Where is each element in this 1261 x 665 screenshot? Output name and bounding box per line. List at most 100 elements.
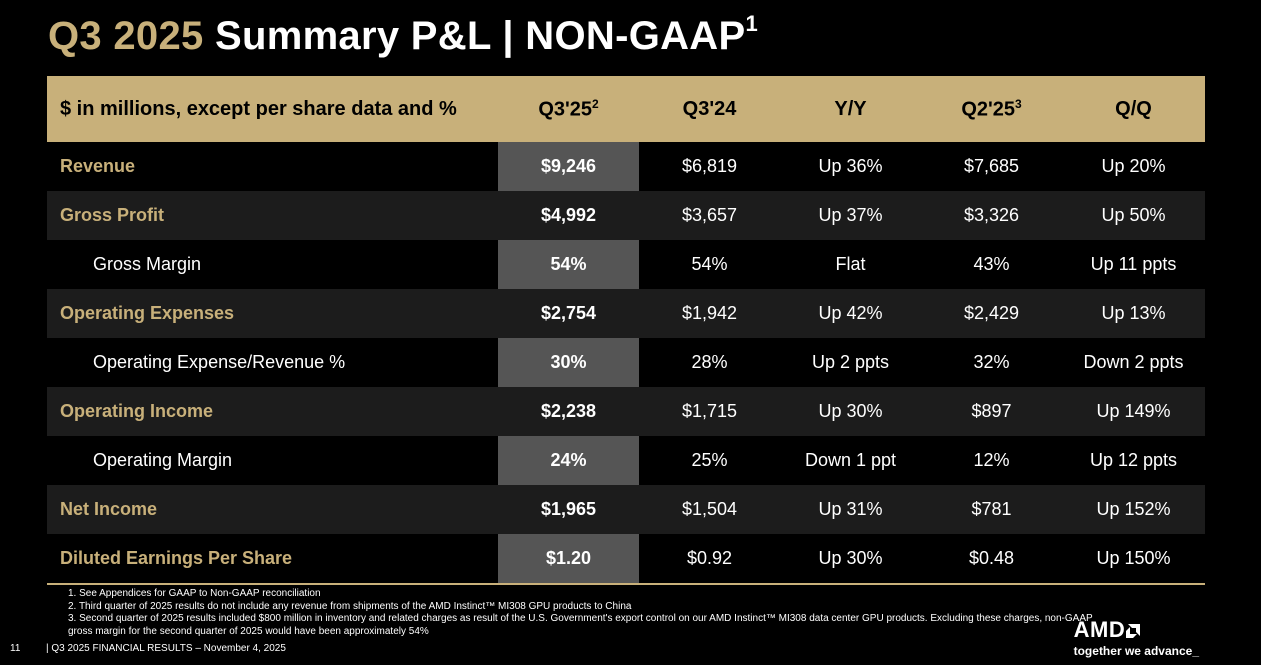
table-row: Revenue $9,246 $6,819 Up 36% $7,685 Up 20% bbox=[47, 142, 1205, 191]
cell-yy: Up 30% bbox=[818, 401, 883, 421]
footer-text: | Q3 2025 FINANCIAL RESULTS – November 4… bbox=[46, 643, 286, 654]
footnote-2: 2. Third quarter of 2025 results do not … bbox=[68, 600, 632, 612]
table-row: Diluted Earnings Per Share $1.20 $0.92 Up 3… bbox=[47, 534, 1205, 583]
cell-q324: $0.92 bbox=[686, 548, 733, 568]
cell-q225: 12% bbox=[973, 450, 1010, 470]
cell-yy: Down 1 ppt bbox=[804, 450, 897, 470]
table-row: Operating Expense/Revenue % 30% 28% Up 2 pp… bbox=[47, 338, 1205, 387]
table-row: Operating Margin 24% 25% Down 1 ppt 12% Up 12… bbox=[47, 436, 1205, 485]
cell-q324: 54% bbox=[691, 254, 728, 274]
cell-q225: $2,429 bbox=[963, 303, 1020, 323]
cell-q225: $7,685 bbox=[963, 156, 1020, 176]
cell-qq: Up 11 ppts bbox=[1090, 254, 1177, 274]
header-yy: Y/Y bbox=[834, 97, 867, 120]
title-rest: Summary P&L | NON-GAAP bbox=[214, 14, 746, 58]
footnote-1: 1. See Appendices for GAAP to Non-GAAP r… bbox=[68, 588, 321, 599]
header-label: $ in millions, except per share data and… bbox=[60, 97, 457, 120]
cell-q225: 43% bbox=[973, 254, 1010, 274]
amd-brand: AMD together we advance_ bbox=[1074, 617, 1199, 658]
cell-q225: $897 bbox=[971, 401, 1012, 421]
cell-yy: Up 37% bbox=[818, 205, 883, 225]
row-label-text: Operating Expense/Revenue % bbox=[93, 352, 346, 372]
row-label-text: Revenue bbox=[60, 156, 136, 176]
cell-q324: $3,657 bbox=[681, 205, 738, 225]
row-label: Operating Expense/Revenue % bbox=[47, 352, 498, 373]
header-q325-text: Q3'25 bbox=[538, 98, 592, 121]
cell-q325: $1.20 bbox=[545, 548, 592, 568]
cell-q325: $1,965 bbox=[540, 499, 597, 519]
cell-yy: Up 31% bbox=[818, 499, 883, 519]
cell-q325: $9,246 bbox=[540, 156, 597, 176]
cell-yy: Flat bbox=[835, 254, 866, 274]
row-label: Gross Profit bbox=[47, 205, 498, 226]
table-row: Operating Income $2,238 $1,715 Up 30% $897 Up… bbox=[47, 387, 1205, 436]
title-footnote-marker: 1 bbox=[745, 10, 759, 36]
cell-q324: $1,715 bbox=[681, 401, 738, 421]
cell-q325: 54% bbox=[550, 254, 587, 274]
amd-arrow-icon bbox=[1126, 624, 1141, 638]
cell-yy: Up 2 ppts bbox=[811, 352, 890, 372]
cell-q324: $1,504 bbox=[681, 499, 738, 519]
footnote-3: 3. Second quarter of 2025 results includ… bbox=[68, 613, 1093, 637]
cell-q324: $1,942 bbox=[681, 303, 738, 323]
header-q225: Q2'253 bbox=[921, 97, 1062, 122]
table-row: Gross Margin 54% 54% Flat 43% Up 11 ppts bbox=[47, 240, 1205, 289]
cell-q325: $2,754 bbox=[540, 303, 597, 323]
row-label: Diluted Earnings Per Share bbox=[47, 548, 498, 569]
row-label: Operating Margin bbox=[47, 450, 498, 471]
cell-q225: $3,326 bbox=[963, 205, 1020, 225]
cell-q324: $6,819 bbox=[681, 156, 738, 176]
table-body: Revenue $9,246 $6,819 Up 36% $7,685 Up 20% Gro… bbox=[47, 142, 1205, 583]
row-label: Operating Expenses bbox=[47, 303, 498, 324]
table-row: Gross Profit $4,992 $3,657 Up 37% $3,326 Up 5… bbox=[47, 191, 1205, 240]
cell-q325: $4,992 bbox=[540, 205, 597, 225]
cell-qq: Up 152% bbox=[1096, 499, 1171, 519]
row-label: Net Income bbox=[47, 499, 498, 520]
page-title: Q3 2025 Summary P&L | NON-GAAP1 bbox=[48, 10, 759, 59]
row-label-text: Operating Expenses bbox=[60, 303, 235, 323]
cell-q225: 32% bbox=[973, 352, 1010, 372]
footnotes: 1. See Appendices for GAAP to Non-GAAP r… bbox=[68, 588, 1098, 638]
table-bottom-rule bbox=[47, 583, 1205, 585]
row-label-text: Gross Profit bbox=[60, 205, 165, 225]
pl-table: $ in millions, except per share data and… bbox=[47, 76, 1205, 583]
cell-q325: 30% bbox=[550, 352, 587, 372]
table-row: Operating Expenses $2,754 $1,942 Up 42% $2,4… bbox=[47, 289, 1205, 338]
row-label-text: Diluted Earnings Per Share bbox=[60, 548, 293, 568]
row-label-text: Gross Margin bbox=[93, 254, 202, 274]
cell-qq: Up 12 ppts bbox=[1089, 450, 1178, 470]
cell-qq: Down 2 ppts bbox=[1083, 352, 1184, 372]
cell-qq: Up 149% bbox=[1096, 401, 1171, 421]
cell-qq: Up 150% bbox=[1096, 548, 1171, 568]
title-accent: Q3 2025 bbox=[48, 14, 204, 58]
cell-yy: Up 36% bbox=[818, 156, 883, 176]
row-label: Gross Margin bbox=[47, 254, 498, 275]
row-label-text: Net Income bbox=[60, 499, 158, 519]
header-qq: Q/Q bbox=[1115, 97, 1152, 120]
cell-qq: Up 13% bbox=[1101, 303, 1166, 323]
cell-yy: Up 30% bbox=[818, 548, 883, 568]
amd-logo-text: AMD bbox=[1073, 617, 1126, 642]
amd-tagline: together we advance_ bbox=[1073, 644, 1199, 658]
row-label: Revenue bbox=[47, 156, 498, 177]
cell-q225: $0.48 bbox=[968, 548, 1015, 568]
row-label-text: Operating Income bbox=[60, 401, 214, 421]
cell-q324: 28% bbox=[691, 352, 728, 372]
header-q324: Q3'24 bbox=[682, 97, 737, 120]
table-row: Net Income $1,965 $1,504 Up 31% $781 Up 152% bbox=[47, 485, 1205, 534]
header-q225-text: Q2'25 bbox=[961, 98, 1015, 121]
cell-qq: Up 20% bbox=[1101, 156, 1166, 176]
table-header: $ in millions, except per share data and… bbox=[47, 76, 1205, 142]
page-number: 11 bbox=[10, 643, 21, 654]
cell-q325: $2,238 bbox=[540, 401, 597, 421]
row-label-text: Operating Margin bbox=[93, 450, 233, 470]
footer: 11 | Q3 2025 FINANCIAL RESULTS – November… bbox=[10, 643, 286, 654]
cell-q325: 24% bbox=[550, 450, 587, 470]
cell-qq: Up 50% bbox=[1101, 205, 1166, 225]
cell-yy: Up 42% bbox=[818, 303, 883, 323]
header-q225-sup: 3 bbox=[1015, 96, 1022, 111]
cell-q324: 25% bbox=[691, 450, 728, 470]
cell-q225: $781 bbox=[971, 499, 1012, 519]
row-label: Operating Income bbox=[47, 401, 498, 422]
amd-logo: AMD bbox=[1074, 617, 1199, 643]
